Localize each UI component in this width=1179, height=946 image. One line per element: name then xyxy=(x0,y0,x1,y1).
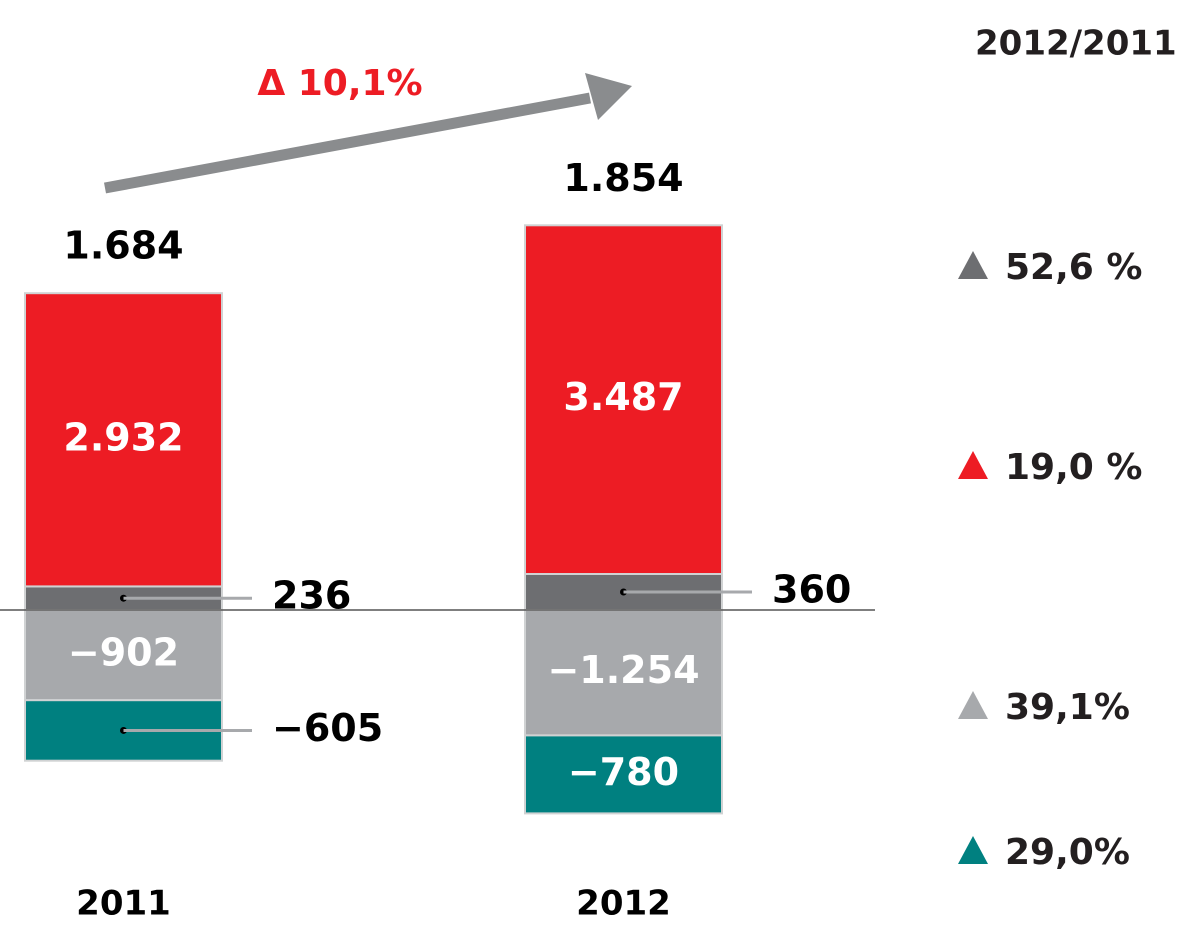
x-tick-label: 2011 xyxy=(76,884,171,924)
change-triangle xyxy=(958,836,988,864)
value-label: 360 xyxy=(772,568,851,612)
value-label: −605 xyxy=(272,706,383,750)
total-label: 1.854 xyxy=(563,156,683,200)
trend-arrowhead xyxy=(585,73,632,120)
change-label: 19,0 % xyxy=(1005,447,1142,488)
value-label: −780 xyxy=(568,750,679,794)
change-triangle xyxy=(958,691,988,719)
bar-segment xyxy=(524,224,723,576)
change-triangle xyxy=(958,451,988,479)
value-label: −1.254 xyxy=(547,648,699,692)
change-label: 29,0% xyxy=(1005,832,1130,873)
change-label: 39,1% xyxy=(1005,687,1130,728)
total-label: 1.684 xyxy=(63,224,183,268)
value-label: 3.487 xyxy=(563,375,683,419)
bar-segment xyxy=(524,734,723,815)
change-triangle xyxy=(958,251,988,279)
value-label: 236 xyxy=(272,574,351,618)
trend-arrow xyxy=(103,92,592,194)
change-header: 2012/2011 xyxy=(975,24,1177,64)
change-label: 52,6 % xyxy=(1005,247,1142,288)
bar-segment xyxy=(24,292,223,588)
x-tick-label: 2012 xyxy=(576,884,671,924)
value-label: 2.932 xyxy=(63,415,183,459)
growth-annotation: Δ 10,1% xyxy=(257,63,422,104)
value-label: −902 xyxy=(68,631,179,675)
